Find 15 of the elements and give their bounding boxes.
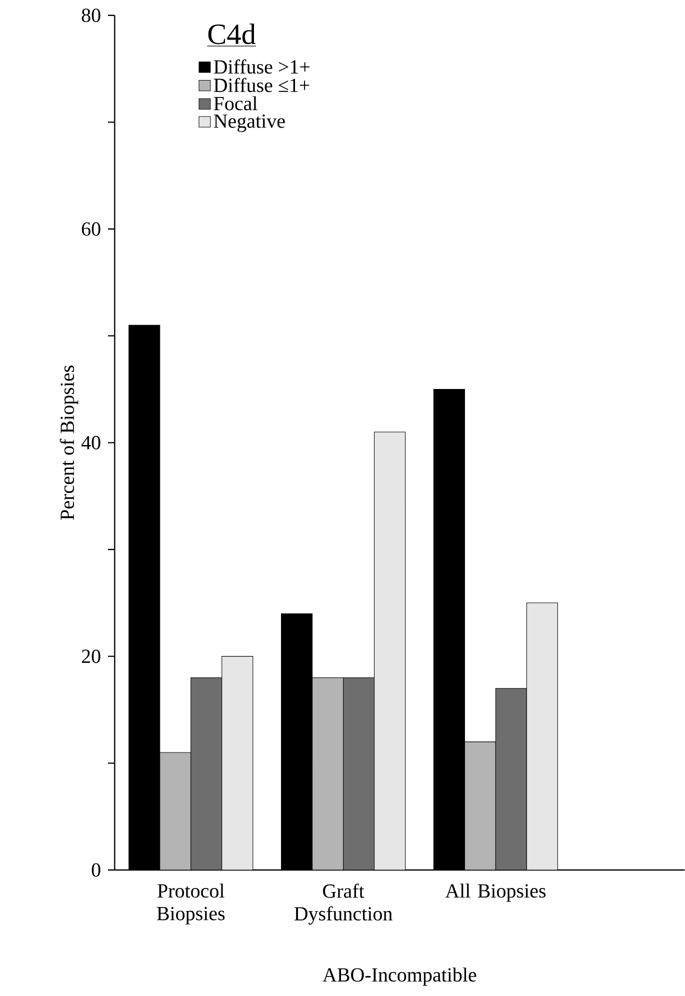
legend-label: Focal — [214, 96, 258, 110]
x-tick-label: Graft Dysfunction — [294, 884, 392, 925]
legend-label: Diffuse >1+ — [214, 59, 310, 74]
y-axis-title: Percent of Biopsies — [60, 366, 78, 520]
y-tick-label: 80 — [82, 8, 100, 22]
y-tick-label: 20 — [82, 650, 100, 664]
x-tick-label: All Biopsies — [445, 884, 546, 902]
legend-label: Negative — [214, 114, 285, 132]
y-tick-label: 0 — [92, 863, 100, 877]
y-tick-label: 60 — [82, 222, 100, 236]
x-tick-label: Protocol Biopsies — [157, 884, 225, 924]
legend-title: C4d — [208, 24, 256, 44]
x-axis-title: ABO-Incompatible — [322, 968, 476, 986]
legend-label: Diffuse ≤1+ — [214, 78, 310, 92]
y-tick-label: 40 — [81, 436, 100, 450]
